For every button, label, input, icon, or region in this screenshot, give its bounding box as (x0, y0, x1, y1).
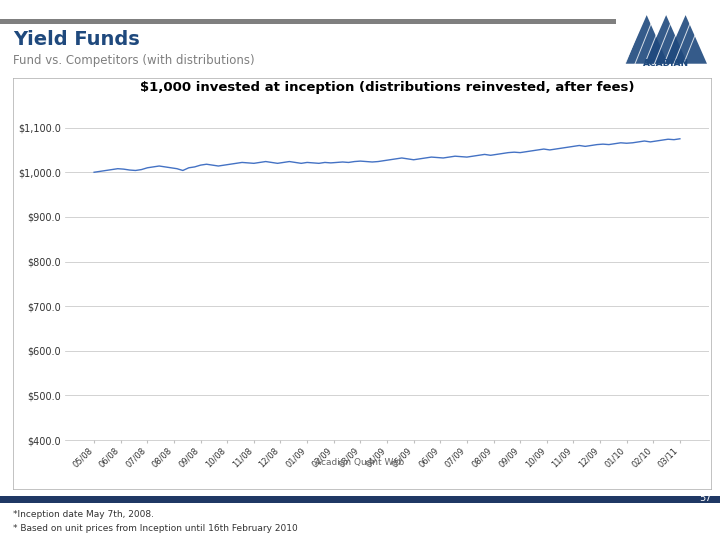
Text: Acadian Quant Web: Acadian Quant Web (315, 458, 405, 468)
Polygon shape (645, 15, 688, 64)
Title: $1,000 invested at inception (distributions reinvested, after fees): $1,000 invested at inception (distributi… (140, 82, 634, 94)
Text: ACADIAN: ACADIAN (643, 59, 689, 68)
Text: 57: 57 (699, 493, 711, 503)
Text: *Inception date May 7th, 2008.: *Inception date May 7th, 2008. (13, 510, 154, 519)
Text: * Based on unit prices from Inception until 16th February 2010: * Based on unit prices from Inception un… (13, 524, 297, 533)
Polygon shape (625, 15, 668, 64)
Text: Yield Funds: Yield Funds (13, 30, 140, 49)
Text: Fund vs. Competitors (with distributions): Fund vs. Competitors (with distributions… (13, 54, 255, 67)
Polygon shape (665, 15, 707, 64)
